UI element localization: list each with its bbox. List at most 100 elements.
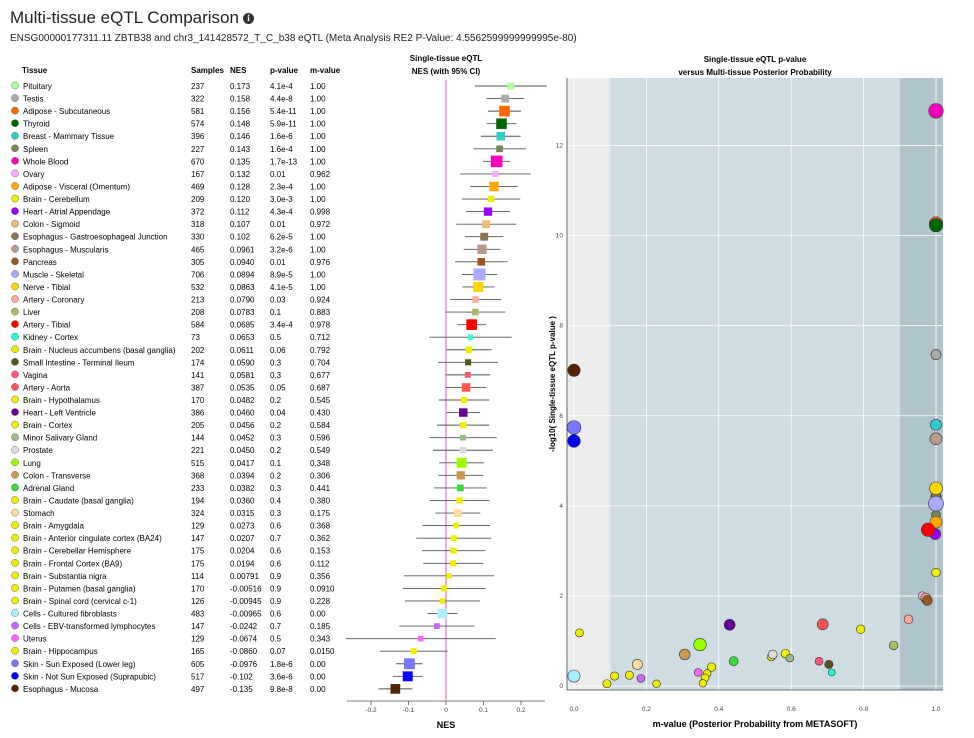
samples-value: 175 <box>191 559 205 568</box>
tissue-name: Brain - Spinal cord (cervical c-1) <box>23 597 137 606</box>
p-value: 3.4e-4 <box>270 321 293 330</box>
nes-marker <box>490 155 503 168</box>
forest-subtitle: NES (with 95% CI) <box>412 67 481 76</box>
tissue-point <box>931 567 941 578</box>
m-value: 0.0150 <box>310 647 335 656</box>
m-value: 0.306 <box>310 471 331 480</box>
nes-marker <box>482 220 490 229</box>
nes-marker <box>483 207 493 216</box>
nes-marker <box>437 608 448 619</box>
m-value: 0.441 <box>310 484 331 493</box>
tissue-point <box>698 679 707 688</box>
tissue-color-dot <box>11 320 19 328</box>
samples-value: 387 <box>191 383 205 392</box>
tissue-name: Brain - Substantia nigra <box>23 572 107 581</box>
m-value: 1.00 <box>310 182 326 191</box>
scatter-x-tick-label: 0.0 <box>569 706 578 713</box>
nes-value: 0.0194 <box>230 559 255 568</box>
tissue-point <box>921 522 936 537</box>
p-value: 0.5 <box>270 333 282 342</box>
nes-value: 0.102 <box>230 233 251 242</box>
nes-value: 0.0450 <box>230 446 255 455</box>
m-value: 0.343 <box>310 635 331 644</box>
samples-value: 469 <box>191 182 205 191</box>
info-circle-icon[interactable]: i <box>242 13 254 24</box>
nes-value: 0.0685 <box>230 321 255 330</box>
tissue-name: Artery - Aorta <box>23 383 71 392</box>
forest-title: Single-tissue eQTL <box>410 54 483 63</box>
samples-value: 205 <box>191 421 205 430</box>
p-value: 0.1 <box>270 308 282 317</box>
p-value: 0.06 <box>270 346 286 355</box>
samples-value: 386 <box>191 409 205 418</box>
scatter-x-tick-label: 1.0 <box>931 706 940 713</box>
tissue-name: Cells - EBV-transformed lymphocytes <box>23 622 156 631</box>
samples-value: 517 <box>191 672 205 681</box>
tissue-name: Heart - Left Ventricle <box>23 409 96 418</box>
nes-value: -0.0674 <box>230 635 258 644</box>
nes-marker <box>465 346 473 353</box>
nes-value: 0.0535 <box>230 383 255 392</box>
tissue-point <box>824 659 834 669</box>
p-value: 0.3 <box>270 434 282 443</box>
tissue-point <box>693 637 707 652</box>
m-value: 0.175 <box>310 509 331 518</box>
tissue-color-dot <box>11 194 19 203</box>
tissue-name: Esophagus - Mucosa <box>23 685 99 694</box>
samples-value: 202 <box>191 346 205 355</box>
samples-value: 144 <box>191 434 205 443</box>
tissue-point <box>624 670 634 680</box>
tissue-point <box>679 648 691 661</box>
samples-value: 581 <box>191 107 205 116</box>
nes-marker <box>434 623 440 629</box>
forest-x-tick-label: 0.1 <box>479 707 488 714</box>
samples-value: 73 <box>191 333 200 342</box>
tissue-color-dot <box>11 483 19 492</box>
scatter-x-tick-label: 0.6 <box>787 706 796 713</box>
nes-marker <box>473 281 484 292</box>
samples-value: 175 <box>191 547 205 556</box>
tissue-name: Brain - Hypothalamus <box>23 396 100 405</box>
p-value: 0.05 <box>270 383 286 392</box>
p-value: 0.2 <box>270 421 282 430</box>
nes-value: 0.173 <box>230 82 251 91</box>
samples-value: 605 <box>191 660 205 669</box>
samples-value: 194 <box>191 496 205 505</box>
nes-marker <box>461 383 471 392</box>
m-value: 1.00 <box>310 145 326 154</box>
samples-value: 497 <box>191 685 205 694</box>
p-value: 3.2e-6 <box>270 245 293 254</box>
m-value: 0.972 <box>310 220 331 229</box>
tissue-name: Brain - Caudate (basal ganglia) <box>23 496 134 505</box>
tissue-color-dot <box>11 383 19 391</box>
tissue-point <box>706 662 717 672</box>
tissue-color-dot <box>11 295 19 303</box>
nes-marker <box>496 118 507 129</box>
p-value: 5.9e-11 <box>270 120 297 129</box>
tissue-point <box>636 674 646 683</box>
m-value: 0.00 <box>310 660 326 669</box>
scatter-y-tick-label: 12 <box>556 143 564 150</box>
nes-marker <box>453 522 460 529</box>
samples-value: 167 <box>191 170 205 179</box>
m-value: 0.112 <box>310 559 330 568</box>
p-value: 0.6 <box>270 547 282 556</box>
nes-marker <box>472 296 479 303</box>
tissue-name: Brain - Amygdala <box>23 522 84 531</box>
tissue-point <box>567 669 581 683</box>
nes-value: 0.120 <box>230 195 251 204</box>
nes-value: -0.102 <box>230 672 253 681</box>
nes-value: 0.0360 <box>230 496 255 505</box>
tissue-name: Brain - Cortex <box>23 421 72 430</box>
p-value: 4.4e-8 <box>270 95 293 104</box>
nes-marker <box>473 268 486 281</box>
tissue-color-dot <box>11 270 19 278</box>
nes-marker <box>446 573 452 579</box>
samples-value: 670 <box>191 157 205 166</box>
tissue-color-dot <box>11 558 19 567</box>
nes-marker <box>487 195 495 203</box>
nes-marker <box>499 105 510 117</box>
samples-value: 324 <box>191 509 205 518</box>
nes-marker <box>477 258 486 266</box>
m-value: 0.712 <box>310 333 331 342</box>
